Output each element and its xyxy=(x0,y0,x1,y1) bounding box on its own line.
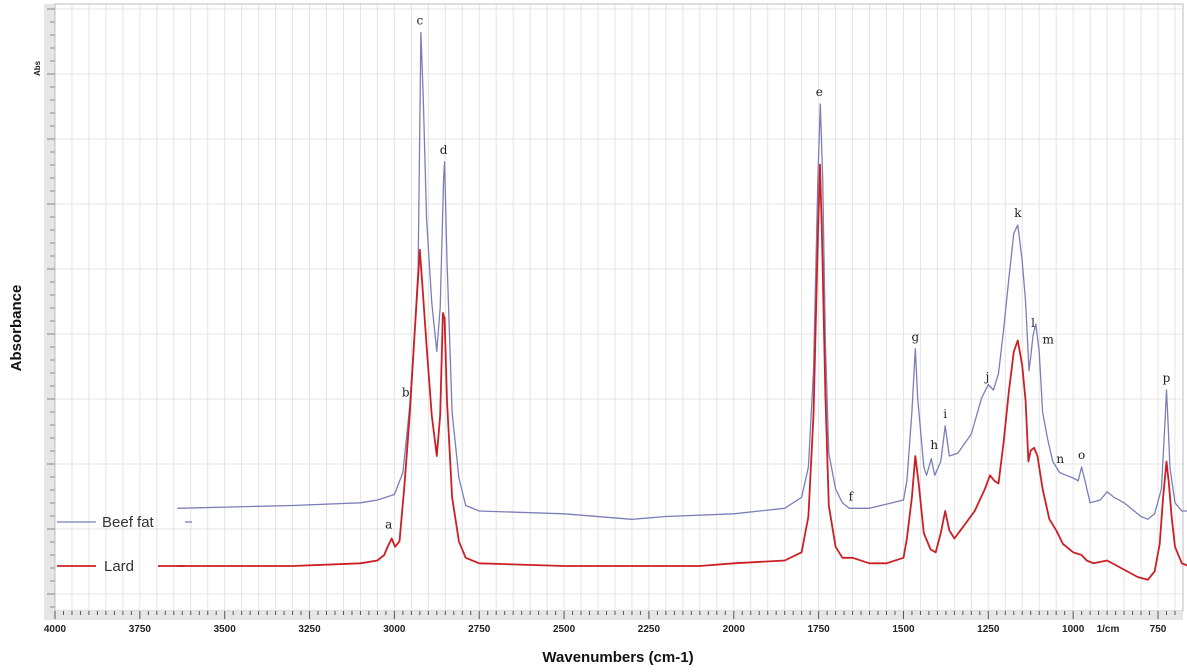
x-tick-label: 2250 xyxy=(638,624,661,635)
x-tick-label: 3000 xyxy=(383,624,406,635)
series-line-lard xyxy=(177,163,1187,581)
x-tick-label: 3500 xyxy=(214,624,237,635)
peak-label-e: e xyxy=(816,85,823,99)
peak-label-j: j xyxy=(984,370,990,384)
peak-label-n: n xyxy=(1056,452,1064,466)
x-axis-band xyxy=(44,611,1183,620)
peak-label-i: i xyxy=(943,407,947,421)
series-line-beef-fat xyxy=(177,31,1187,520)
x-tick-label: 2500 xyxy=(553,624,576,635)
legend-label-beef-fat: Beef fat xyxy=(102,514,155,531)
peak-labels: a b c d e f g h i j k lm n o p xyxy=(385,14,1171,532)
x-tick-label: 1000 xyxy=(1062,624,1085,635)
abs-unit-label: Abs xyxy=(33,60,42,76)
peak-label-m: m xyxy=(1043,333,1055,347)
x-tick-label: 1500 xyxy=(892,624,915,635)
y-axis-gutter xyxy=(44,4,55,611)
series-group xyxy=(177,31,1187,581)
x-tick-label: 2750 xyxy=(468,624,491,635)
legend: Beef fat Lard xyxy=(57,514,192,575)
x-tick-label: 2000 xyxy=(723,624,746,635)
x-tick-label: 3250 xyxy=(298,624,321,635)
x-tick-label: 3750 xyxy=(129,624,152,635)
peak-label-a: a xyxy=(385,518,392,532)
peak-label-b: b xyxy=(402,386,410,400)
x-tick-label: 1250 xyxy=(977,624,1000,635)
peak-label-l: l xyxy=(1031,316,1035,330)
peak-label-c: c xyxy=(416,14,423,28)
x-tick-label: 1750 xyxy=(807,624,830,635)
y-axis-label: Absorbance xyxy=(8,285,25,372)
legend-label-lard: Lard xyxy=(104,558,134,575)
peak-label-p: p xyxy=(1163,371,1171,385)
x-unit-label: 1/cm xyxy=(1097,624,1120,635)
grid-lines xyxy=(54,3,1184,612)
peak-label-h: h xyxy=(930,438,938,452)
peak-label-k: k xyxy=(1014,206,1022,220)
x-axis-label: Wavenumbers (cm-1) xyxy=(542,649,693,666)
x-axis: 4000 3750 3500 3250 3000 2750 2500 2250 2000 1750… xyxy=(44,611,1183,635)
y-axis-strip xyxy=(44,4,55,611)
peak-label-f: f xyxy=(849,489,855,503)
peak-label-o: o xyxy=(1078,448,1085,462)
peak-label-d: d xyxy=(440,143,448,157)
peak-label-g: g xyxy=(911,330,919,344)
x-tick-label: 750 xyxy=(1150,624,1167,635)
x-tick-label: 4000 xyxy=(44,624,67,635)
